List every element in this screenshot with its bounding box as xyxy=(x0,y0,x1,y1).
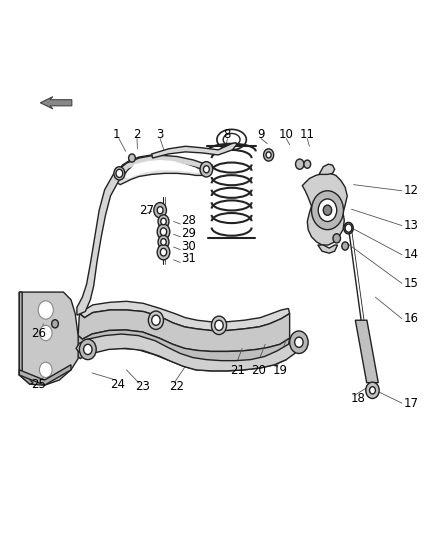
Polygon shape xyxy=(40,96,72,109)
Text: 29: 29 xyxy=(181,227,196,240)
Circle shape xyxy=(318,199,337,222)
Text: 8: 8 xyxy=(224,128,231,141)
Polygon shape xyxy=(78,310,290,351)
Text: 23: 23 xyxy=(135,380,150,393)
Circle shape xyxy=(84,344,92,354)
Circle shape xyxy=(212,316,226,335)
Circle shape xyxy=(39,325,52,341)
Circle shape xyxy=(158,215,169,228)
Circle shape xyxy=(38,301,53,319)
Circle shape xyxy=(114,167,125,180)
Polygon shape xyxy=(126,160,200,179)
Circle shape xyxy=(129,154,135,162)
Polygon shape xyxy=(152,143,237,158)
Circle shape xyxy=(157,207,163,214)
Circle shape xyxy=(157,245,170,260)
Text: 16: 16 xyxy=(404,312,419,325)
Polygon shape xyxy=(19,365,71,385)
Polygon shape xyxy=(76,333,303,371)
Text: 15: 15 xyxy=(404,277,419,290)
Polygon shape xyxy=(318,245,338,253)
Text: 2: 2 xyxy=(133,128,141,141)
Text: 20: 20 xyxy=(251,364,266,377)
Text: 11: 11 xyxy=(300,128,315,141)
Text: 31: 31 xyxy=(181,252,196,265)
Polygon shape xyxy=(302,173,347,245)
Polygon shape xyxy=(76,330,290,371)
Circle shape xyxy=(311,191,343,230)
Polygon shape xyxy=(355,320,378,383)
Circle shape xyxy=(200,161,213,177)
Text: 26: 26 xyxy=(31,327,46,340)
Text: 22: 22 xyxy=(170,380,184,393)
Circle shape xyxy=(295,337,303,348)
Text: 30: 30 xyxy=(181,239,196,253)
Circle shape xyxy=(290,331,308,353)
Text: 18: 18 xyxy=(350,392,365,405)
Circle shape xyxy=(323,205,332,215)
Circle shape xyxy=(161,239,166,245)
Polygon shape xyxy=(77,155,205,315)
Circle shape xyxy=(52,320,58,328)
Text: 19: 19 xyxy=(272,364,287,377)
Circle shape xyxy=(370,387,375,394)
Text: 13: 13 xyxy=(404,219,419,232)
Text: 9: 9 xyxy=(257,128,265,141)
Circle shape xyxy=(264,149,274,161)
Circle shape xyxy=(333,234,340,243)
Polygon shape xyxy=(19,292,78,385)
Text: 24: 24 xyxy=(110,378,125,391)
Text: 25: 25 xyxy=(31,378,46,391)
Polygon shape xyxy=(80,301,290,330)
Text: 3: 3 xyxy=(156,128,164,141)
Circle shape xyxy=(158,235,169,248)
Circle shape xyxy=(160,248,166,256)
Text: 1: 1 xyxy=(112,128,120,141)
Circle shape xyxy=(266,152,271,158)
Circle shape xyxy=(161,218,166,225)
Circle shape xyxy=(345,224,352,232)
Circle shape xyxy=(203,166,209,173)
Circle shape xyxy=(148,311,163,329)
Circle shape xyxy=(160,228,166,236)
Polygon shape xyxy=(116,155,210,184)
Circle shape xyxy=(154,203,166,218)
Circle shape xyxy=(342,242,349,250)
Circle shape xyxy=(39,362,52,377)
Circle shape xyxy=(215,320,223,330)
Polygon shape xyxy=(19,292,33,384)
Circle shape xyxy=(304,160,311,168)
Text: 28: 28 xyxy=(181,214,196,227)
Text: 17: 17 xyxy=(404,397,419,410)
Circle shape xyxy=(79,339,96,360)
Text: 27: 27 xyxy=(139,204,154,217)
Text: 14: 14 xyxy=(404,248,419,261)
Circle shape xyxy=(366,382,379,399)
Text: 10: 10 xyxy=(279,128,294,141)
Circle shape xyxy=(296,159,304,169)
Polygon shape xyxy=(319,164,335,174)
Circle shape xyxy=(152,315,160,325)
Circle shape xyxy=(116,169,123,177)
Text: 12: 12 xyxy=(404,184,419,197)
Text: 21: 21 xyxy=(230,364,245,377)
Circle shape xyxy=(157,224,170,239)
